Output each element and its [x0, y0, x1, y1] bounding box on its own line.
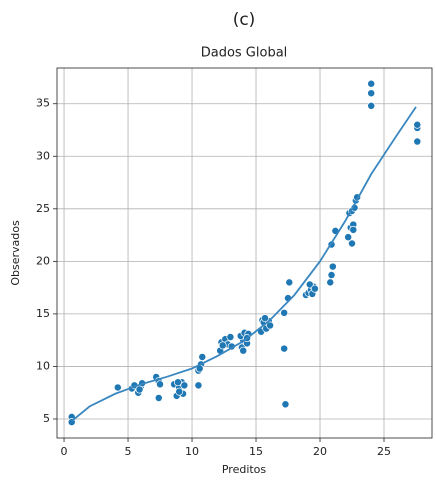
point	[280, 308, 289, 317]
point	[175, 387, 184, 396]
x-tick-label: 25	[377, 445, 391, 458]
y-tick-label: 35	[36, 97, 50, 110]
chart-title: (c)	[233, 10, 256, 30]
point	[367, 101, 376, 110]
point	[239, 346, 248, 355]
point	[156, 380, 164, 389]
point	[367, 79, 376, 88]
point	[413, 137, 422, 146]
x-axis-label: Preditos	[222, 463, 267, 476]
point	[305, 280, 314, 289]
point	[266, 321, 275, 330]
point	[285, 278, 294, 287]
y-tick-label: 25	[36, 202, 50, 215]
x-tick-label: 15	[249, 445, 263, 458]
point	[348, 239, 356, 248]
point	[113, 383, 122, 392]
point	[349, 225, 358, 234]
point	[413, 120, 422, 129]
point	[326, 278, 335, 287]
point	[154, 394, 163, 402]
y-tick-label: 30	[36, 149, 50, 162]
y-tick-label: 20	[36, 254, 50, 267]
x-tick-label: 5	[125, 445, 132, 458]
point	[327, 271, 336, 279]
y-tick-label: 10	[36, 359, 50, 372]
point	[280, 344, 289, 353]
point	[218, 341, 227, 350]
y-tick-label: 15	[36, 307, 50, 320]
point	[367, 89, 376, 98]
x-tick-label: 0	[61, 445, 68, 458]
y-tick-label: 5	[43, 412, 50, 425]
point	[135, 385, 144, 394]
point	[328, 262, 337, 271]
x-tick-label: 10	[185, 445, 199, 458]
point	[194, 381, 203, 390]
point	[198, 353, 207, 361]
point	[173, 378, 182, 387]
chart-subtitle: Dados Global	[201, 46, 288, 61]
x-tick-label: 20	[313, 445, 327, 458]
point	[310, 284, 319, 293]
y-axis-label: Observados	[9, 220, 22, 286]
point	[180, 381, 189, 390]
fit-line	[71, 106, 417, 422]
plot-frame	[56, 67, 433, 439]
point	[226, 333, 235, 341]
point	[281, 400, 290, 409]
point	[261, 314, 269, 323]
point	[344, 233, 353, 242]
